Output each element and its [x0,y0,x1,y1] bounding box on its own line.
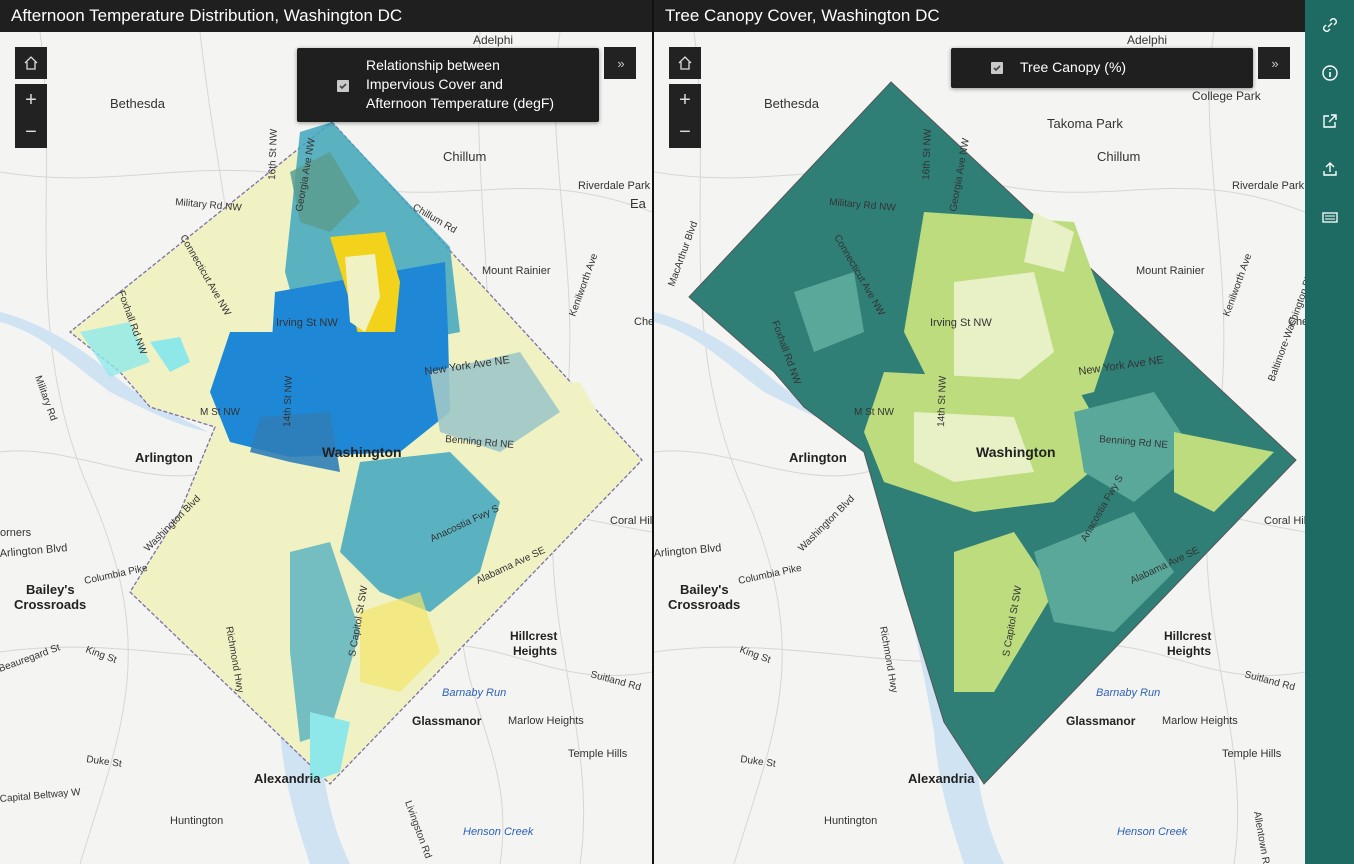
right-expand-legend-button[interactable]: » [1258,47,1290,79]
map2-label-heights: Heights [1167,644,1211,658]
map-label-temple-hills: Temple Hills [568,748,628,760]
left-legend-panel: Relationship between Impervious Cover an… [297,48,599,122]
right-legend-panel: Tree Canopy (%) [951,48,1253,88]
home-button[interactable] [15,47,47,79]
map2-label-hillcrest: Hillcrest [1164,629,1211,643]
home-icon [678,56,692,70]
map2-label-baileys: Bailey's [680,582,729,597]
map2-label-irving-st-nw: Irving St NW [930,317,992,329]
map2-label-marlow-heights: Marlow Heights [1162,715,1238,727]
right-zoom-in-button[interactable]: + [669,84,701,116]
map2-label-che: Che [1288,316,1305,328]
map2-label-huntington: Huntington [824,815,877,827]
right-home-button[interactable] [669,47,701,79]
map2-label-temple-hills: Temple Hills [1222,748,1282,760]
map2-label-14th-st-nw: 14th St NW [936,375,949,427]
keyboard-button[interactable] [1317,204,1342,229]
map2-label-m-st-nw: M St NW [854,407,895,418]
left-map-view[interactable]: Adelphi Bethesda Chillum Riverdale Park … [0,32,652,864]
zoom-out-button[interactable]: − [15,116,47,148]
map-label-che: Che [634,316,652,328]
right-map-panel: Tree Canopy Cover, Washington DC [654,0,1305,864]
map2-label-bethesda: Bethesda [764,96,820,111]
map2-label-barnaby-run: Barnaby Run [1096,687,1160,699]
map-label-coral-hills: Coral Hills [610,515,652,527]
right-zoom-out-button[interactable]: − [669,116,701,148]
map2-label-coral-hills: Coral Hills [1264,515,1305,527]
map-label-arlington-blvd: Arlington Blvd [0,542,68,560]
map-label-henson-creek: Henson Creek [463,826,534,838]
left-map-panel: Afternoon Temperature Distribution, Wash… [0,0,652,864]
map2-label-arlington-blvd: Arlington Blvd [654,542,722,560]
map2-label-glassmanor: Glassmanor [1066,714,1136,728]
right-legend-label: Tree Canopy (%) [1020,59,1127,75]
map-label-glassmanor: Glassmanor [412,714,482,728]
check-icon [993,65,1001,72]
share-icon [1322,113,1337,128]
info-icon [1321,64,1338,81]
map2-label-takoma-park: Takoma Park [1047,116,1123,131]
right-legend-checkbox[interactable] [991,62,1003,74]
map-label-adelphi: Adelphi [473,33,513,47]
map-label-14th-st-nw: 14th St NW [282,375,295,427]
map2-label-chillum: Chillum [1097,149,1140,164]
map-label-duke-st: Duke St [86,754,123,770]
map-label-chillum: Chillum [443,149,486,164]
legend-title-line2: Impervious Cover and [366,76,503,92]
map-label-baileys: Bailey's [26,582,75,597]
right-panel-title: Tree Canopy Cover, Washington DC [654,0,1305,32]
keyboard-icon [1321,211,1338,223]
map-label-arlington: Arlington [135,450,193,465]
map-label-16th-st-nw: 16th St NW [267,128,280,180]
map2-label-arlington: Arlington [789,450,847,465]
map-label-alexandria: Alexandria [254,771,321,786]
map2-label-alexandria: Alexandria [908,771,975,786]
map-label-barnaby-run: Barnaby Run [442,687,506,699]
map2-label-riverdale-park: Riverdale Park [1232,180,1305,192]
right-map-view[interactable]: Adelphi Bethesda College Park Takoma Par… [654,32,1305,864]
legend-title-line3: Afternoon Temperature (degF) [366,95,555,111]
map-label-corners: orners [0,527,32,539]
map2-label-crossroads: Crossroads [668,597,740,612]
map-label-mount-rainier: Mount Rainier [482,265,551,277]
home-icon [24,56,38,70]
map-label-washington: Washington [322,444,402,460]
map-label-irving-st-nw: Irving St NW [276,317,338,329]
map2-label-16th-st-nw: 16th St NW [921,128,934,180]
link-button[interactable] [1317,12,1342,37]
map2-label-college-park: College Park [1192,89,1262,103]
check-icon [339,83,347,90]
map2-label-adelphi: Adelphi [1127,33,1167,47]
expand-legend-button[interactable]: » [604,47,636,79]
panel-divider[interactable] [652,0,654,864]
map-label-bethesda: Bethesda [110,96,166,111]
map2-label-washington: Washington [976,444,1056,460]
map-label-m-st-nw: M St NW [200,407,241,418]
app-sidebar [1305,0,1354,864]
export-icon [1322,161,1337,176]
export-button[interactable] [1317,156,1342,181]
map2-label-duke-st: Duke St [740,754,777,770]
map-label-heights: Heights [513,644,557,658]
map-label-huntington: Huntington [170,815,223,827]
legend-title-block: Relationship between Impervious Cover an… [366,56,554,113]
map-label-crossroads: Crossroads [14,597,86,612]
info-button[interactable] [1317,60,1342,85]
legend-title-line1: Relationship between [366,57,500,73]
map-label-marlow-heights: Marlow Heights [508,715,584,727]
left-panel-title: Afternoon Temperature Distribution, Wash… [0,0,652,32]
share-button[interactable] [1317,108,1342,133]
map2-label-henson-creek: Henson Creek [1117,826,1188,838]
zoom-in-button[interactable]: + [15,84,47,116]
link-icon [1322,17,1337,32]
map-label-hillcrest: Hillcrest [510,629,557,643]
map-label-riverdale-park: Riverdale Park [578,180,651,192]
map-label-e-suffix: Ea [630,196,647,211]
map2-label-mount-rainier: Mount Rainier [1136,265,1205,277]
legend-checkbox[interactable] [337,80,349,92]
